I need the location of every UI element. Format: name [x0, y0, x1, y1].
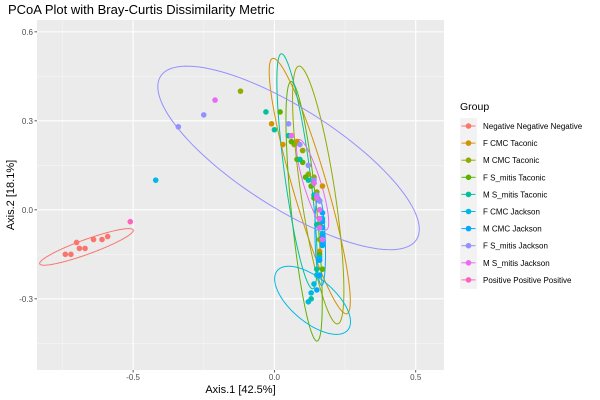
- grid-lines: [37, 20, 444, 370]
- legend-item: Positive Positive Positive: [460, 271, 572, 289]
- data-point: [316, 272, 323, 278]
- confidence-ellipse: [276, 53, 318, 290]
- legend-key-point: [465, 123, 472, 129]
- legend-label: F S_mitis Taconic: [483, 173, 546, 182]
- legend-label: M S_mitis Taconic: [483, 190, 547, 199]
- data-point: [314, 287, 320, 293]
- y-axis-title: Axis.2 [18.1%]: [5, 160, 17, 230]
- data-point: [73, 239, 80, 246]
- legend-key-point: [465, 140, 472, 146]
- legend-item: Negative Negative Negative: [460, 118, 583, 135]
- legend-item: M S_mitis Taconic: [460, 186, 547, 204]
- legend-item: F S_mitis Taconic: [460, 169, 546, 187]
- legend-key-point: [465, 277, 472, 283]
- data-point: [90, 236, 97, 243]
- data-point: [319, 236, 326, 243]
- confidence-ellipse: [268, 57, 351, 315]
- data-point: [175, 123, 182, 130]
- data-point: [200, 112, 207, 118]
- confidence-ellipse: [157, 65, 420, 251]
- data-point: [288, 138, 295, 145]
- x-tick-label: 0.0: [269, 373, 281, 382]
- tick-labels: -0.5 0.0 0.5 -0.3 0.0 0.3 0.6: [19, 28, 422, 382]
- data-point: [268, 121, 275, 127]
- data-point: [316, 257, 323, 264]
- data-points: [62, 88, 326, 305]
- legend: Negative Negative Negative F CMC Taconic M…: [460, 118, 583, 289]
- confidence-ellipse: [274, 265, 352, 335]
- data-point: [99, 236, 105, 243]
- x-axis-title: Axis.1 [42.5%]: [205, 384, 275, 396]
- legend-key-point: [465, 174, 472, 181]
- data-point: [311, 281, 317, 287]
- legend-key-point: [465, 157, 472, 163]
- chart-title: PCoA Plot with Bray-Curtis Dissimilarity…: [8, 2, 275, 17]
- data-point: [280, 141, 286, 148]
- data-point: [104, 233, 111, 240]
- confidence-ellipse: [292, 65, 345, 325]
- x-tick-label: 0.5: [410, 373, 422, 382]
- legend-item: M S_mitis Jackson: [460, 254, 550, 272]
- x-tick-label: -0.5: [126, 373, 140, 382]
- data-point: [288, 132, 295, 139]
- data-point: [127, 218, 134, 225]
- y-tick-label: 0.0: [22, 206, 34, 215]
- data-point: [212, 97, 218, 103]
- data-point: [263, 109, 269, 115]
- legend-label: F CMC Jackson: [483, 208, 540, 217]
- data-point: [314, 266, 320, 272]
- y-tick-label: 0.3: [22, 117, 34, 126]
- data-point: [316, 215, 323, 222]
- confidence-ellipse: [39, 228, 134, 266]
- legend-key-point: [465, 242, 472, 249]
- data-point: [299, 147, 306, 154]
- data-point: [316, 224, 323, 231]
- data-point: [152, 177, 159, 183]
- data-point: [311, 180, 317, 186]
- data-point: [319, 183, 326, 189]
- legend-label: Positive Positive Positive: [483, 276, 572, 285]
- data-point: [319, 266, 326, 272]
- legend-item: M CMC Jackson: [460, 220, 542, 238]
- data-point: [82, 245, 88, 252]
- legend-item: F CMC Taconic: [460, 135, 538, 153]
- legend-item: F S_mitis Jackson: [460, 237, 548, 255]
- data-point: [314, 195, 320, 201]
- legend-label: M CMC Jackson: [483, 225, 542, 234]
- legend-label: F CMC Taconic: [483, 139, 538, 148]
- legend-label: F S_mitis Jackson: [483, 242, 548, 251]
- data-point: [316, 207, 323, 213]
- legend-item: M CMC Taconic: [460, 152, 539, 170]
- data-point: [305, 162, 312, 169]
- legend-key-point: [465, 260, 472, 266]
- data-point: [305, 177, 312, 183]
- y-tick-label: 0.6: [22, 28, 34, 37]
- legend-key-point: [465, 208, 472, 215]
- data-point: [76, 245, 83, 252]
- data-point: [297, 141, 303, 148]
- legend-key-point: [465, 225, 472, 232]
- plot-panel: [37, 20, 444, 370]
- data-point: [308, 290, 314, 296]
- data-point: [62, 251, 69, 258]
- data-point: [297, 156, 303, 163]
- y-tick-label: -0.3: [19, 295, 33, 304]
- data-point: [305, 298, 312, 305]
- data-point: [277, 109, 283, 115]
- legend-title: Group: [460, 101, 489, 113]
- data-point: [237, 88, 244, 94]
- legend-label: M CMC Taconic: [483, 156, 539, 165]
- data-point: [68, 251, 74, 258]
- data-point: [285, 121, 292, 127]
- legend-key-point: [465, 191, 472, 198]
- data-point: [271, 126, 278, 133]
- legend-item: F CMC Jackson: [460, 203, 540, 221]
- data-point: [319, 242, 326, 249]
- legend-label: Negative Negative Negative: [483, 122, 583, 131]
- legend-label: M S_mitis Jackson: [483, 259, 550, 268]
